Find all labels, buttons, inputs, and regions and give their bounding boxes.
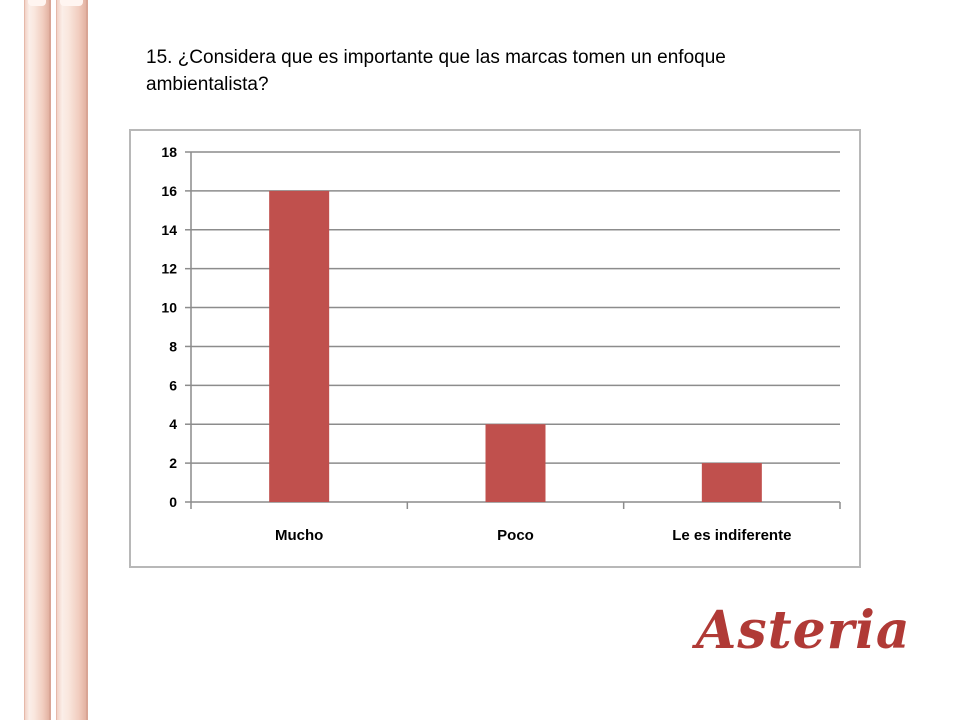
y-tick-label: 12 bbox=[161, 261, 177, 277]
y-tick-label: 14 bbox=[161, 222, 177, 238]
bar-le-es-indiferente bbox=[701, 463, 762, 502]
y-tick-label: 8 bbox=[169, 338, 177, 354]
decorative-pillar-right bbox=[56, 0, 88, 720]
asteria-logo: Asteria bbox=[696, 600, 911, 661]
y-tick-label: 6 bbox=[169, 377, 177, 393]
x-category-label: Poco bbox=[497, 527, 534, 544]
bar-mucho bbox=[269, 190, 330, 502]
bar-poco bbox=[485, 424, 546, 502]
y-tick-label: 18 bbox=[161, 144, 177, 160]
y-tick-label: 10 bbox=[161, 300, 177, 316]
y-tick-label: 4 bbox=[169, 416, 177, 432]
x-category-label: Mucho bbox=[275, 527, 323, 544]
decorative-pillar-left bbox=[24, 0, 51, 720]
chart-canvas: 0 2 4 6 8 10 12 14 16 18 Mucho Poco Le es indiferent… bbox=[161, 144, 841, 544]
question-text: 15. ¿Considera que es importante que las… bbox=[146, 47, 726, 95]
x-category-label: Le es indiferente bbox=[672, 527, 791, 544]
bar-chart: 0 2 4 6 8 10 12 14 16 18 Mucho Poco Le es indiferent… bbox=[129, 129, 861, 568]
y-tick-label: 16 bbox=[161, 183, 177, 199]
y-tick-label: 2 bbox=[169, 455, 177, 471]
y-tick-label: 0 bbox=[169, 494, 177, 510]
